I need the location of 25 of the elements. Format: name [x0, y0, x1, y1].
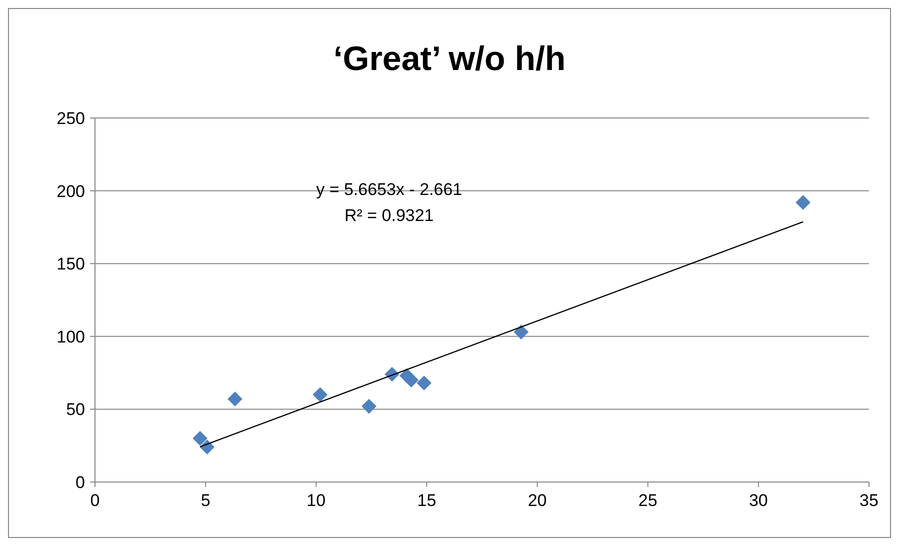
y-tick-label: 150 — [56, 254, 85, 274]
x-tick-label: 10 — [306, 491, 326, 510]
y-tick-label: 250 — [56, 108, 85, 128]
point — [796, 195, 811, 210]
x-tick-label: 25 — [638, 491, 658, 510]
y-tick-label: 0 — [76, 472, 85, 492]
x-tick-label: 5 — [200, 491, 210, 510]
point — [228, 392, 242, 406]
point — [192, 430, 208, 446]
point — [362, 398, 376, 414]
annotation: R² = 0.9321 — [344, 206, 434, 226]
point — [514, 324, 529, 340]
y-tick-label: 100 — [56, 327, 85, 346]
y-tick-label: 200 — [56, 182, 85, 201]
x-tick-label: 0 — [90, 491, 100, 510]
chart-title: ‘Great’ w/o h/h — [333, 40, 566, 78]
x-tick-label: 30 — [748, 491, 768, 510]
point — [312, 387, 328, 402]
point — [416, 376, 432, 390]
point — [404, 372, 419, 388]
annotation: y = 5.6653x - 2.661 — [316, 180, 462, 200]
y-tick-label: 50 — [66, 400, 85, 420]
x-tick-label: 35 — [860, 491, 878, 510]
x-tick-label: 15 — [417, 491, 436, 510]
x-tick-label: 20 — [528, 491, 547, 510]
